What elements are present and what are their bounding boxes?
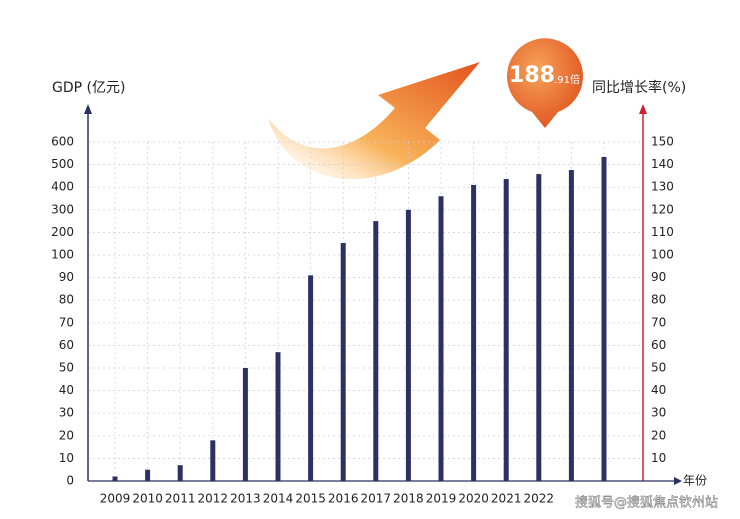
y-tick-label: 90 [59, 270, 74, 284]
y2-tick-label: 10 [651, 451, 666, 465]
bar [601, 156, 607, 481]
x-axis-arrow [674, 477, 682, 485]
bar [177, 465, 183, 481]
x-tick-label: 2016 [328, 492, 359, 506]
bar [242, 368, 248, 481]
y-tick-label: 40 [59, 383, 74, 397]
badge-main: 188 [509, 63, 555, 88]
y2-tick-label: 70 [651, 315, 666, 329]
x-tick-label: 2013 [230, 492, 261, 506]
bar [308, 275, 314, 481]
y2-tick-label: 80 [651, 293, 666, 307]
y-axis-arrow [84, 104, 92, 114]
bar [275, 352, 281, 481]
y-tick-label: 200 [51, 225, 74, 239]
bar [438, 196, 444, 482]
x-tick-label: 2012 [198, 492, 229, 506]
y-tick-label: 0 [66, 474, 74, 488]
x-tick-label: 2014 [263, 492, 294, 506]
x-tick-label: 2009 [100, 492, 131, 506]
watermark: 搜狐号@搜狐焦点钦州站 [575, 496, 718, 511]
y2-tick-label: 20 [651, 428, 666, 442]
y-tick-label: 80 [59, 293, 74, 307]
y2-tick-label: 40 [651, 383, 666, 397]
y-tick-label: 20 [59, 428, 74, 442]
y2-tick-label: 120 [651, 202, 674, 216]
x-tick-label: 2017 [361, 492, 392, 506]
bar [471, 184, 477, 481]
badge-shape [506, 38, 584, 129]
bar [112, 476, 118, 481]
y-tick-label: 50 [59, 361, 74, 375]
y2-axis-arrow [639, 104, 647, 114]
bar [536, 174, 542, 482]
bar [145, 469, 151, 481]
y-tick-label: 300 [51, 202, 74, 216]
y2-tick-label: 110 [651, 225, 674, 239]
y2-tick-label: 140 [651, 157, 674, 171]
y2-tick-label: 60 [651, 338, 666, 352]
y-tick-label: 100 [51, 248, 74, 262]
y-tick-label: 500 [51, 157, 74, 171]
arrow-decoration [268, 62, 480, 180]
y-axis-title: GDP (亿元) [52, 80, 125, 96]
bar [340, 243, 346, 481]
x-tick-label: 2022 [524, 492, 555, 506]
y2-tick-label: 30 [651, 406, 666, 420]
x-tick-label: 2011 [165, 492, 196, 506]
x-tick-label: 2019 [426, 492, 457, 506]
x-axis-title: 年份 [683, 474, 707, 488]
y-tick-label: 600 [51, 135, 74, 149]
bar [210, 440, 216, 481]
bar [568, 170, 574, 482]
y2-tick-label: 50 [651, 361, 666, 375]
y2-tick-label: 130 [651, 180, 674, 194]
y-tick-label: 60 [59, 338, 74, 352]
y2-tick-label: 150 [651, 135, 674, 149]
x-tick-label: 2018 [393, 492, 424, 506]
y-tick-label: 70 [59, 315, 74, 329]
y-tick-label: 10 [59, 451, 74, 465]
bar [405, 209, 411, 482]
x-tick-label: 2021 [491, 492, 522, 506]
y-tick-label: 30 [59, 406, 74, 420]
badge-sub: .91倍 [554, 73, 580, 86]
x-tick-label: 2010 [132, 492, 163, 506]
bar [373, 221, 379, 481]
y-tick-label: 400 [51, 180, 74, 194]
y2-tick-label: 100 [651, 248, 674, 262]
bar [503, 179, 509, 481]
y2-axis-title: 同比增长率(%) [592, 79, 686, 96]
x-tick-label: 2015 [295, 492, 326, 506]
x-tick-label: 2020 [458, 492, 489, 506]
y2-tick-label: 90 [651, 270, 666, 284]
